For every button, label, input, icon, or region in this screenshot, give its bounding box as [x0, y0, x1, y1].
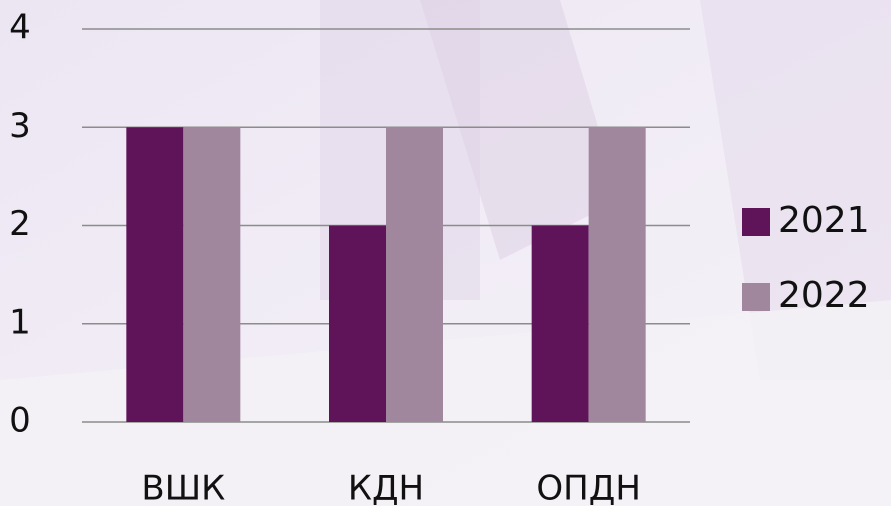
- x-tick-label: ОПДН: [536, 469, 640, 506]
- background-shape: [0, 300, 891, 506]
- legend-swatch: [742, 283, 770, 311]
- bar: [531, 225, 589, 422]
- bar: [588, 127, 646, 422]
- x-tick-label: ВШК: [141, 469, 225, 506]
- bar: [126, 127, 184, 422]
- legend-swatch: [742, 208, 770, 236]
- y-tick-label: 0: [9, 401, 31, 441]
- legend-label: 2021: [778, 200, 870, 241]
- background-shape: [420, 0, 620, 260]
- bar: [329, 225, 386, 422]
- bar: [183, 127, 241, 422]
- y-tick-label: 4: [9, 8, 31, 48]
- y-tick-label: 2: [9, 204, 31, 244]
- y-tick-label: 3: [9, 106, 31, 146]
- x-tick-label: КДН: [348, 469, 424, 506]
- bar: [386, 127, 443, 422]
- y-tick-label: 1: [9, 302, 31, 342]
- legend-label: 2022: [778, 275, 870, 316]
